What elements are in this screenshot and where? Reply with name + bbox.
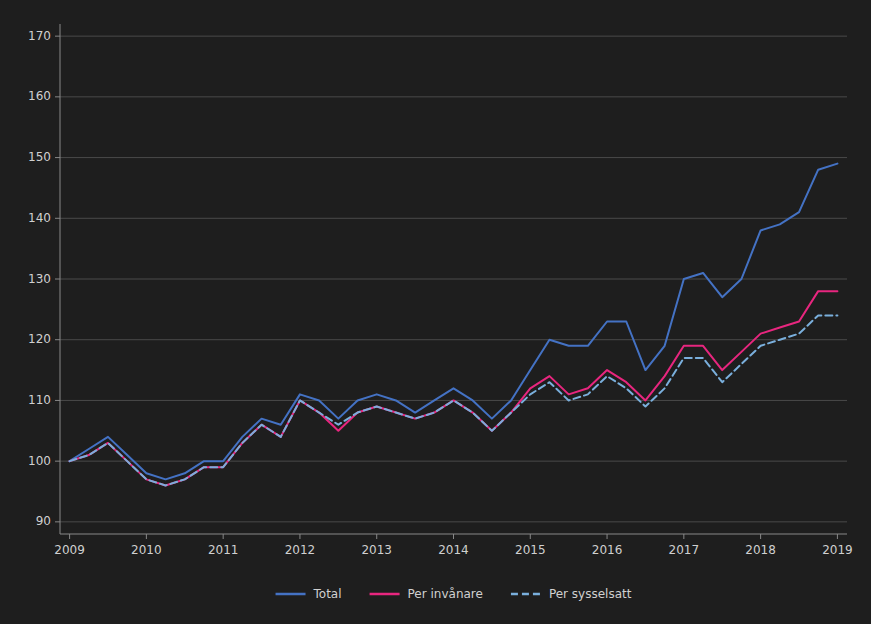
grid-line (60, 96, 847, 97)
y-tick-label: 100 (28, 454, 51, 468)
x-tick (146, 534, 147, 539)
x-tick-label: 2009 (54, 543, 85, 557)
y-axis-line (60, 24, 61, 534)
legend-label: Per invånare (408, 587, 483, 601)
x-tick (530, 534, 531, 539)
y-tick (55, 279, 60, 280)
x-tick-label: 2012 (285, 543, 316, 557)
series-line (70, 315, 838, 485)
x-tick (607, 534, 608, 539)
x-tick (453, 534, 454, 539)
y-tick (55, 339, 60, 340)
x-tick-label: 2014 (438, 543, 469, 557)
grid-line (60, 36, 847, 37)
grid-line (60, 279, 847, 280)
y-tick-label: 150 (28, 150, 51, 164)
y-tick-label: 130 (28, 272, 51, 286)
x-tick (683, 534, 684, 539)
x-tick (376, 534, 377, 539)
y-tick (55, 157, 60, 158)
y-tick-label: 160 (28, 89, 51, 103)
y-tick-label: 110 (28, 393, 51, 407)
y-tick (55, 461, 60, 462)
x-tick-label: 2015 (515, 543, 546, 557)
y-tick-label: 140 (28, 211, 51, 225)
legend-label: Total (313, 587, 342, 601)
x-tick-label: 2013 (361, 543, 392, 557)
y-tick-label: 120 (28, 332, 51, 346)
grid (60, 36, 847, 522)
y-tick-label: 170 (28, 29, 51, 43)
chart: 90 100 110 120 130 140 150 160 170 2009 2010 2011 20… (0, 0, 871, 624)
x-tick-label: 2017 (669, 543, 700, 557)
x-tick-label: 2018 (745, 543, 776, 557)
x-tick-label: 2010 (131, 543, 162, 557)
x-tick-label: 2016 (592, 543, 623, 557)
legend-label: Per sysselsatt (549, 587, 632, 601)
x-tick-label: 2019 (822, 543, 853, 557)
y-tick (55, 400, 60, 401)
x-tick (299, 534, 300, 539)
y-tick (55, 521, 60, 522)
grid-line (60, 157, 847, 158)
axes: 90 100 110 120 130 140 150 160 170 2009 2010 2011 20… (28, 24, 853, 557)
y-tick (55, 96, 60, 97)
y-tick (55, 36, 60, 37)
legend-swatch (511, 593, 541, 596)
grid-line (60, 218, 847, 219)
x-tick-label: 2011 (208, 543, 239, 557)
y-tick (55, 218, 60, 219)
legend: Total Per invånare Per sysselsatt (276, 587, 632, 601)
x-tick (837, 534, 838, 539)
legend-swatch (370, 593, 400, 596)
grid-line (60, 461, 847, 462)
grid-line (60, 339, 847, 340)
x-tick (69, 534, 70, 539)
x-tick (223, 534, 224, 539)
y-tick-label: 90 (36, 514, 51, 528)
series-line (70, 164, 838, 480)
plot-area (70, 164, 838, 486)
x-tick (760, 534, 761, 539)
legend-swatch (276, 593, 306, 596)
grid-line (60, 521, 847, 522)
series-line (70, 291, 838, 485)
